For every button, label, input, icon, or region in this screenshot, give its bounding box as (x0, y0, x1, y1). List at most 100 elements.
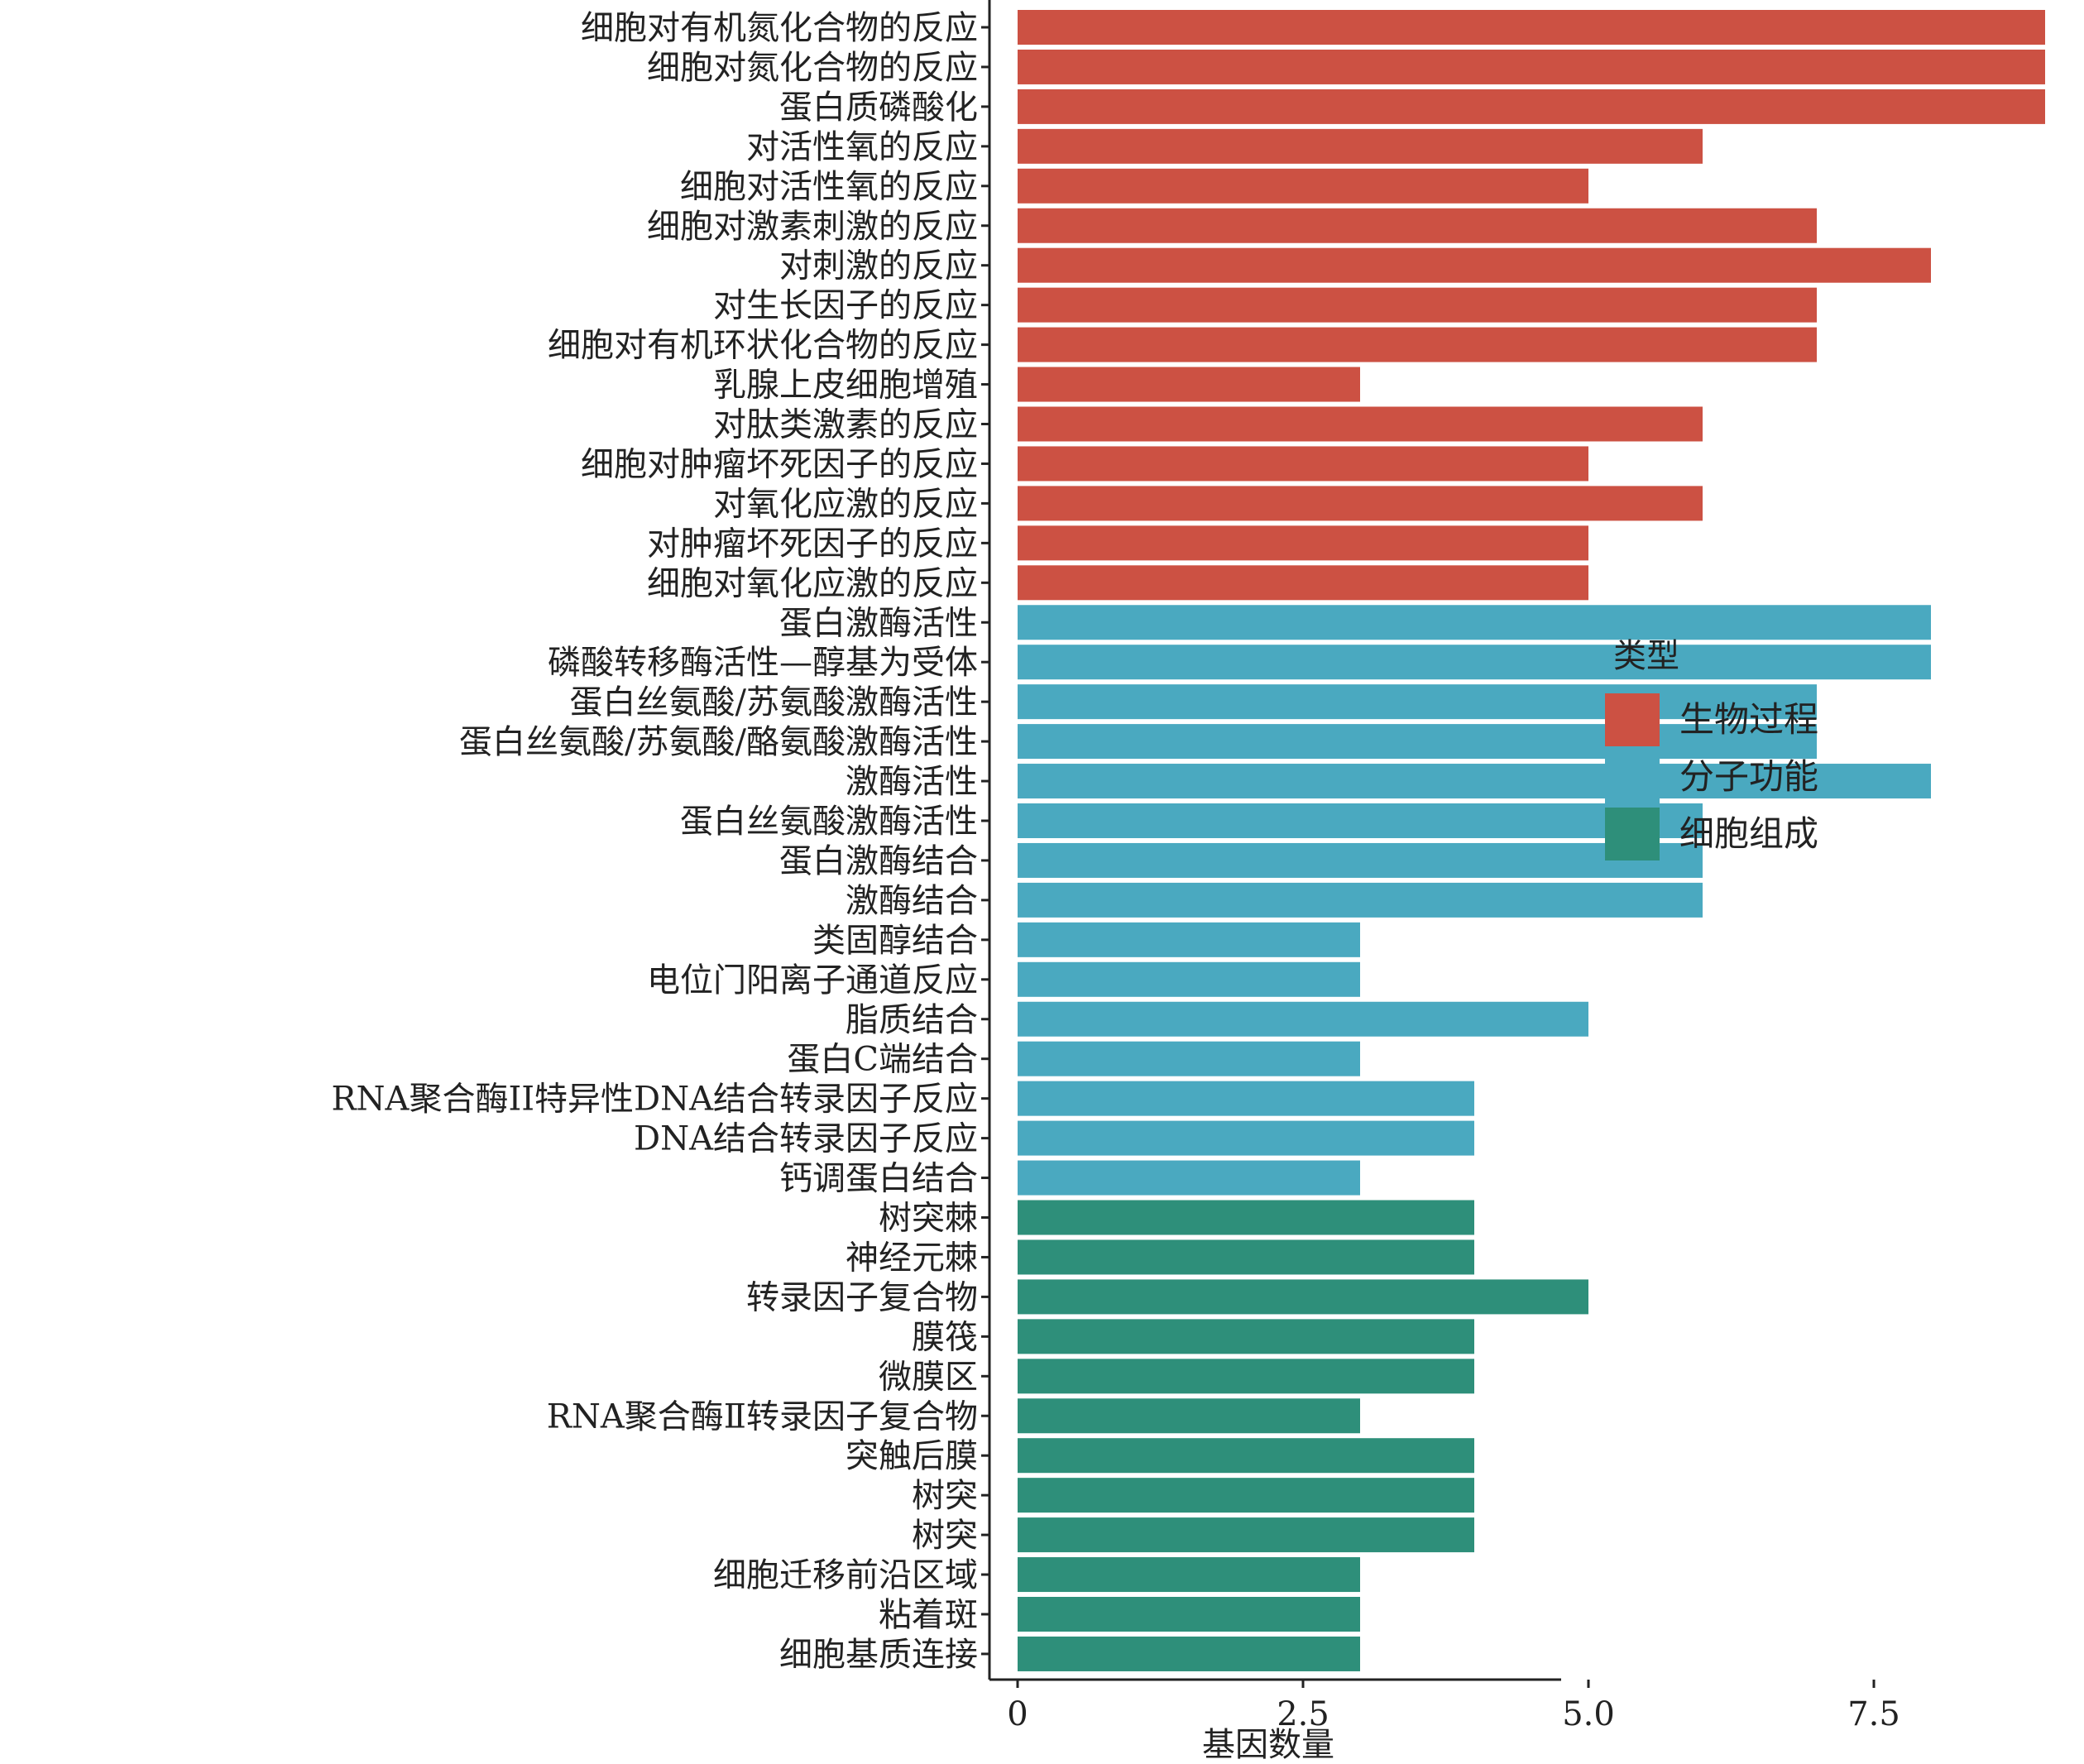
category-label: 电位门阳离子通道反应 (647, 961, 978, 999)
bar (1018, 168, 1588, 204)
bar (1018, 128, 1703, 164)
category-label: 对活性氧的反应 (746, 128, 978, 166)
bar (1018, 764, 1931, 799)
bar (1018, 1359, 1474, 1394)
legend-swatch (1605, 693, 1660, 746)
bar (1018, 367, 1360, 402)
category-label: 脂质结合 (846, 1001, 978, 1039)
category-label: 对氧化应激的反应 (713, 485, 978, 523)
category-label: 转录因子复合物 (746, 1278, 978, 1316)
category-label: 微膜区 (879, 1358, 978, 1396)
category-label: 细胞迁移前沿区域 (713, 1556, 978, 1594)
bar (1018, 1160, 1360, 1196)
bar (1018, 1438, 1474, 1474)
bar (1018, 208, 1817, 243)
bar (1018, 1081, 1474, 1116)
bar (1018, 1398, 1360, 1434)
bar (1018, 406, 1703, 442)
bar (1018, 842, 1703, 878)
category-label: 蛋白激酶活性 (779, 604, 978, 642)
category-label: 细胞对肿瘤坏死因子的反应 (581, 445, 978, 483)
bar (1018, 922, 1360, 957)
category-label: 激酶活性 (846, 763, 978, 801)
bar (1018, 1279, 1588, 1315)
legend-label: 分子功能 (1679, 756, 1818, 797)
category-label: 细胞对活性氧的反应 (680, 168, 978, 206)
category-label: 蛋白C端结合 (787, 1041, 978, 1079)
category-label: RNA聚合酶II特异性DNA结合转录因子反应 (331, 1081, 978, 1119)
category-label: 对肿瘤坏死因子的反应 (647, 525, 978, 563)
category-label: 类固醇结合 (812, 922, 978, 960)
bar (1018, 645, 1931, 680)
category-label: 突触后膜 (846, 1437, 978, 1475)
bar (1018, 1120, 1474, 1156)
category-label: 钙调蛋白结合 (779, 1160, 978, 1198)
bar (1018, 486, 1703, 521)
bar (1018, 1517, 1474, 1553)
bar (1018, 287, 1817, 323)
category-label: DNA结合转录因子反应 (634, 1120, 978, 1158)
category-label: 蛋白丝氨酸/苏氨酸/酪氨酸激酶活性 (459, 723, 978, 761)
category-labels-group: 细胞对有机氮化合物的反应细胞对氮化合物的反应蛋白质磷酸化对活性氧的反应细胞对活性… (331, 9, 978, 1674)
bar (1018, 1319, 1474, 1354)
category-label: 树突棘 (879, 1200, 978, 1238)
bar (1018, 1239, 1474, 1275)
bar (1018, 1200, 1474, 1235)
bar (1018, 247, 1931, 283)
bar (1018, 1041, 1360, 1076)
category-label: 细胞对有机氮化合物的反应 (581, 9, 978, 47)
category-label: 细胞对氧化应激的反应 (647, 564, 978, 602)
legend-swatch (1605, 808, 1660, 860)
category-label: 乳腺上皮细胞增殖 (713, 367, 978, 405)
category-label: 细胞对氮化合物的反应 (647, 49, 978, 87)
legend-title: 类型 (1613, 637, 1679, 675)
category-label: 膜筏 (912, 1318, 978, 1356)
bar (1018, 605, 1931, 640)
category-label: 蛋白质磷酸化 (779, 89, 978, 127)
bar (1018, 1636, 1360, 1671)
category-label: 对刺激的反应 (779, 247, 978, 285)
bar (1018, 10, 2045, 45)
bar (1018, 1001, 1588, 1037)
bar (1018, 327, 1817, 362)
bar (1018, 961, 1360, 997)
category-label: 粘着斑 (879, 1596, 978, 1634)
category-label: 蛋白丝氨酸/苏氨酸激酶活性 (570, 683, 978, 721)
bar (1018, 684, 1817, 720)
legend-label: 细胞组成 (1679, 813, 1818, 854)
x-tick-label: 7.5 (1847, 1695, 1900, 1733)
bar (1018, 446, 1588, 482)
legend-label: 生物过程 (1679, 699, 1818, 740)
bar (1018, 882, 1703, 918)
category-label: 细胞基质连接 (779, 1636, 978, 1674)
x-axis-title: 基因数量 (1202, 1726, 1334, 1764)
bar (1018, 525, 1588, 561)
legend-swatch (1605, 750, 1660, 803)
bar (1018, 565, 1588, 601)
bar (1018, 1557, 1360, 1593)
bar (1018, 803, 1703, 838)
bars-group (1018, 10, 2045, 1671)
bar (1018, 89, 2045, 124)
x-axis-group: 0 2.5 5.0 7.5 (981, 0, 1900, 1733)
x-tick-label: 0 (1007, 1695, 1028, 1733)
bar (1018, 1597, 1360, 1632)
category-label: 神经元棘 (846, 1239, 978, 1277)
x-tick-label: 5.0 (1562, 1695, 1615, 1733)
bar (1018, 1478, 1474, 1513)
category-label: 树突 (912, 1477, 978, 1515)
category-label: 对肽类激素的反应 (713, 406, 978, 444)
category-label: 蛋白激酶结合 (779, 842, 978, 880)
category-label: RNA聚合酶Ⅱ转录因子复合物 (547, 1397, 978, 1436)
x-tick-label: 2.5 (1277, 1695, 1329, 1733)
category-label: 细胞对有机环状化合物的反应 (548, 327, 978, 365)
category-label: 细胞对激素刺激的反应 (647, 208, 978, 246)
category-label: 蛋白丝氨酸激酶活性 (680, 803, 978, 841)
category-label: 磷酸转移酶活性—醇基为受体 (548, 644, 978, 682)
category-label: 对生长因子的反应 (713, 287, 978, 325)
bar (1018, 724, 1817, 760)
bar (1018, 49, 2045, 84)
category-label: 激酶结合 (846, 882, 978, 920)
